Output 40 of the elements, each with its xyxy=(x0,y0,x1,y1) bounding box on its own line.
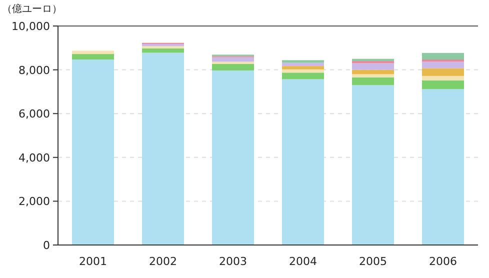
bar xyxy=(72,54,114,60)
bar xyxy=(282,79,324,245)
bar xyxy=(422,89,464,245)
bar xyxy=(282,62,324,66)
x-tick-label: 2001 xyxy=(79,255,107,268)
bar xyxy=(212,70,254,245)
y-tick-label: 6,000 xyxy=(18,108,50,121)
bar xyxy=(282,69,324,73)
y-tick-label: 10,000 xyxy=(12,20,50,33)
bar xyxy=(212,64,254,70)
bar xyxy=(72,50,114,54)
y-tick-label: 4,000 xyxy=(18,151,50,164)
bar xyxy=(282,60,324,63)
bar xyxy=(142,44,184,46)
bar xyxy=(352,74,394,78)
y-tick-label: 0 xyxy=(43,239,50,252)
bar xyxy=(352,63,394,70)
bar xyxy=(352,77,394,86)
bar xyxy=(352,70,394,74)
bar xyxy=(422,62,464,68)
y-tick-label: 8,000 xyxy=(18,64,50,77)
x-tick-label: 2004 xyxy=(289,255,317,268)
bar xyxy=(352,58,394,62)
bar xyxy=(142,52,184,245)
y-axis-title: （億ユーロ） xyxy=(2,3,62,15)
bar xyxy=(212,57,254,62)
bar xyxy=(422,80,464,90)
x-tick-label: 2002 xyxy=(149,255,177,268)
bar xyxy=(422,68,464,76)
bar xyxy=(282,66,324,70)
x-tick-label: 2006 xyxy=(429,255,457,268)
bar xyxy=(352,85,394,245)
x-tick-label: 2005 xyxy=(359,255,387,268)
y-tick-label: 2,000 xyxy=(18,195,50,208)
bar xyxy=(422,52,464,60)
bar xyxy=(142,48,184,53)
x-tick-label: 2003 xyxy=(219,255,247,268)
bar xyxy=(422,76,464,80)
bar xyxy=(282,72,324,80)
bar xyxy=(72,60,114,245)
